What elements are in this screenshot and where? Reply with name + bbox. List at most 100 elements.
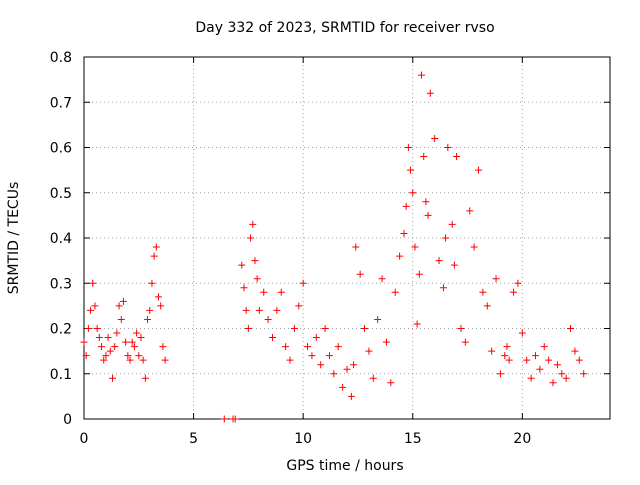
data-point bbox=[282, 343, 290, 351]
data-point bbox=[100, 356, 108, 364]
data-point bbox=[128, 338, 136, 346]
data-points bbox=[80, 71, 588, 423]
data-point bbox=[488, 347, 496, 355]
data-point bbox=[277, 288, 285, 296]
data-point bbox=[150, 252, 158, 260]
plot-frame bbox=[83, 56, 611, 420]
data-point bbox=[450, 261, 458, 269]
data-point bbox=[448, 220, 456, 228]
data-point bbox=[424, 211, 432, 219]
data-point bbox=[505, 356, 513, 364]
data-point bbox=[98, 343, 106, 351]
data-point bbox=[124, 352, 132, 360]
data-point bbox=[483, 302, 491, 310]
data-point bbox=[330, 370, 338, 378]
data-point bbox=[382, 338, 390, 346]
data-point bbox=[242, 306, 250, 314]
data-point bbox=[251, 257, 259, 265]
data-point bbox=[141, 374, 149, 382]
data-point bbox=[108, 374, 116, 382]
x-tick-label: 5 bbox=[189, 431, 198, 447]
data-point bbox=[374, 315, 382, 323]
data-point bbox=[82, 352, 90, 360]
data-point bbox=[144, 315, 152, 323]
data-point bbox=[514, 279, 522, 287]
data-point bbox=[435, 257, 443, 265]
data-point bbox=[115, 302, 123, 310]
data-point bbox=[231, 415, 239, 423]
data-point bbox=[492, 275, 500, 283]
y-tick-label: 0.3 bbox=[50, 276, 72, 292]
data-point bbox=[391, 288, 399, 296]
data-point bbox=[159, 343, 167, 351]
y-tick-label: 0 bbox=[63, 412, 72, 428]
data-point bbox=[545, 356, 553, 364]
data-point bbox=[253, 275, 261, 283]
data-point bbox=[567, 325, 575, 332]
data-point bbox=[422, 198, 430, 206]
data-point bbox=[523, 356, 531, 364]
data-point bbox=[510, 288, 518, 296]
x-tick-label: 20 bbox=[513, 431, 531, 447]
data-point bbox=[95, 334, 103, 342]
data-point bbox=[470, 243, 478, 251]
data-point bbox=[137, 334, 145, 342]
data-point bbox=[562, 374, 570, 382]
data-point bbox=[111, 343, 119, 351]
data-point bbox=[444, 144, 452, 151]
data-point bbox=[343, 365, 351, 373]
data-point bbox=[453, 153, 461, 161]
data-point bbox=[356, 270, 364, 278]
data-point bbox=[317, 361, 325, 369]
data-point bbox=[369, 374, 377, 382]
data-point bbox=[135, 352, 143, 360]
data-point bbox=[352, 243, 360, 251]
data-point bbox=[413, 320, 421, 328]
data-point bbox=[260, 288, 268, 296]
y-tick-label: 0.1 bbox=[50, 367, 72, 383]
data-point bbox=[117, 315, 125, 323]
data-point bbox=[130, 343, 138, 351]
data-point bbox=[290, 325, 298, 332]
tick-layer: 0 0.1 0.2 0.3 0.4 0.5 0.6 0.7 0.8 0 5 10 15 20 bbox=[50, 50, 610, 447]
data-point bbox=[365, 347, 373, 355]
data-point bbox=[286, 356, 294, 364]
data-point bbox=[268, 334, 276, 342]
data-point bbox=[553, 361, 561, 369]
data-point bbox=[299, 279, 307, 287]
data-point bbox=[157, 302, 165, 310]
grid-layer bbox=[84, 57, 610, 419]
data-point bbox=[580, 370, 588, 378]
data-point bbox=[122, 338, 130, 346]
data-point bbox=[133, 329, 141, 337]
data-point bbox=[325, 352, 333, 360]
data-point bbox=[496, 370, 504, 378]
data-point bbox=[575, 356, 583, 364]
chart-title: Day 332 of 2023, SRMTID for receiver rvs… bbox=[195, 20, 494, 36]
data-point bbox=[426, 89, 434, 97]
data-point bbox=[93, 325, 101, 332]
data-point bbox=[247, 234, 255, 242]
data-point bbox=[295, 302, 303, 310]
data-point bbox=[396, 252, 404, 260]
data-point bbox=[503, 343, 511, 351]
data-point bbox=[461, 338, 469, 346]
y-axis-title: SRMTID / TECUs bbox=[6, 182, 22, 295]
data-point bbox=[536, 365, 544, 373]
x-tick-label: 0 bbox=[80, 431, 89, 447]
data-point bbox=[431, 134, 439, 142]
data-point bbox=[91, 302, 99, 310]
data-point bbox=[240, 284, 248, 292]
data-point bbox=[80, 338, 88, 346]
data-point bbox=[411, 243, 419, 251]
data-point bbox=[89, 279, 97, 287]
data-point bbox=[113, 329, 121, 337]
data-point bbox=[161, 356, 169, 364]
data-point bbox=[420, 153, 428, 161]
data-point bbox=[361, 325, 369, 332]
data-point bbox=[148, 279, 156, 287]
data-point bbox=[407, 166, 415, 174]
x-tick-label: 15 bbox=[404, 431, 422, 447]
data-point bbox=[146, 306, 154, 314]
data-point bbox=[87, 306, 95, 314]
